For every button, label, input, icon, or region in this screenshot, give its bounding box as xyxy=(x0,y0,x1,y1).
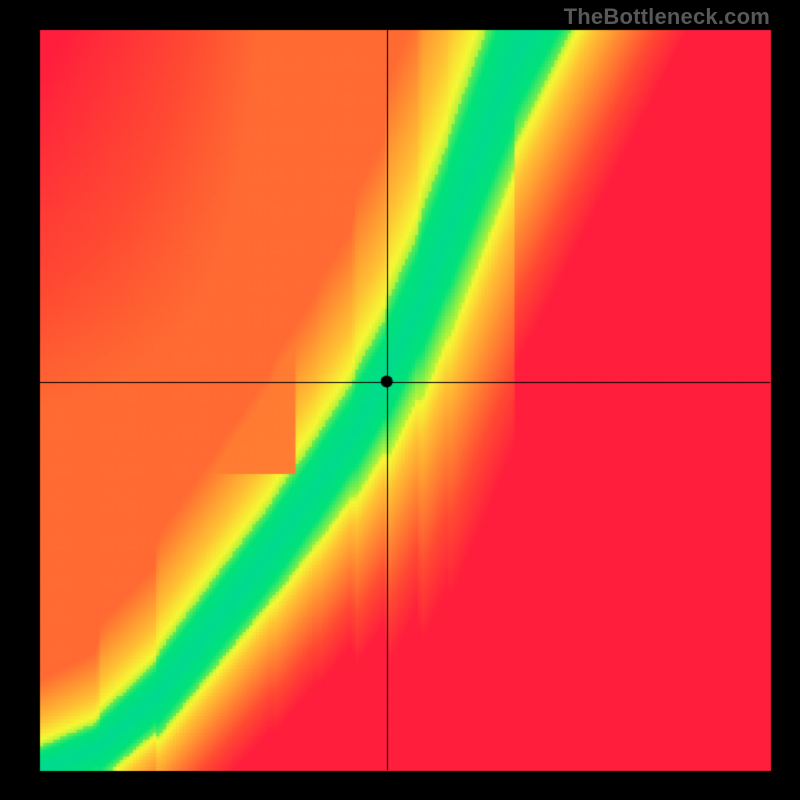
bottleneck-heatmap xyxy=(0,0,800,800)
watermark-text: TheBottleneck.com xyxy=(564,4,770,30)
